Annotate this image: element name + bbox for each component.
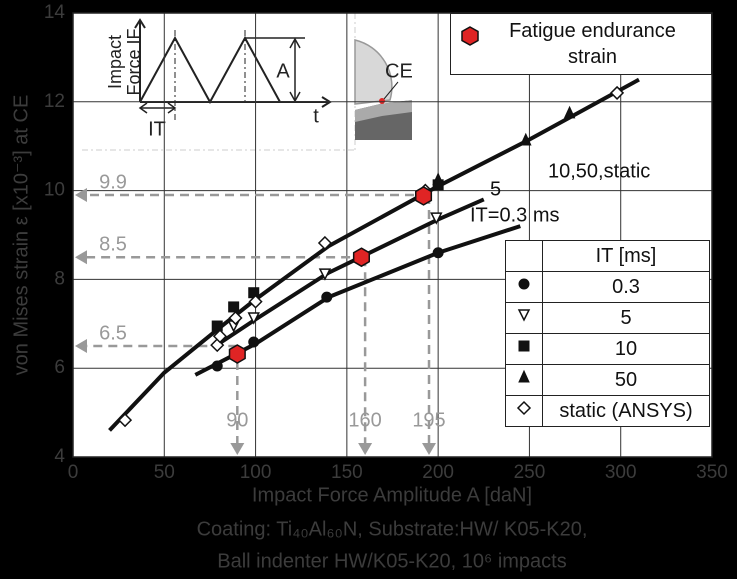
fit-label: IT=0.3 ms (470, 204, 559, 226)
marker (518, 340, 530, 352)
y-tick-label: 4 (54, 446, 65, 467)
y-tick-label: 10 (44, 180, 65, 201)
legend-row: 50 (505, 364, 710, 396)
legend-swatch-cell (505, 395, 543, 427)
plot-frame (72, 12, 713, 458)
x-tick-label: 150 (331, 462, 363, 483)
marker (432, 247, 444, 259)
guide-arrow (75, 188, 87, 203)
legend-swatch (518, 278, 530, 290)
y-axis-label: von Mises strain ε [x10⁻³] at CE (10, 95, 32, 376)
legend-swatch (517, 309, 531, 322)
marker (517, 309, 531, 322)
legend-label: 50 (542, 364, 710, 396)
legend-row: 10 (505, 333, 710, 365)
marker (317, 235, 333, 251)
marker (247, 312, 260, 325)
marker (610, 85, 625, 100)
marker (318, 268, 332, 281)
legend-row: static (ANSYS) (505, 395, 710, 427)
guide-arrow (230, 443, 245, 455)
legend-table: IT [ms] 0.3 5 10 50 static (ANSYS) (505, 240, 710, 427)
y-tick-label: 8 (54, 268, 65, 289)
marker (321, 291, 333, 303)
marker (518, 369, 530, 383)
marker (117, 413, 133, 428)
marker (518, 278, 530, 290)
marker (228, 310, 243, 326)
legend-swatch (461, 26, 479, 46)
x-tick-label: 350 (696, 462, 728, 483)
legend-label: 5 (542, 302, 710, 334)
marker (248, 294, 263, 309)
legend-swatch (518, 369, 530, 383)
fit-label: 10,50,static (548, 160, 650, 182)
legend: IT [ms] 0.3 5 10 50 static (ANSYS) (505, 240, 710, 427)
x-tick-label: 50 (154, 462, 175, 483)
guide-arrow (358, 443, 373, 455)
caption: Coating: Ti₄₀Al₆₀N, Substrate:HW/ K05-K2… (197, 518, 588, 540)
x-tick-label: 100 (240, 462, 272, 483)
marker (248, 336, 260, 348)
marker (211, 320, 223, 332)
marker (432, 172, 444, 185)
fit-line (108, 77, 640, 432)
guide-arrow (75, 339, 87, 353)
guide-arrow (75, 250, 87, 265)
inset-ylabel: Force IF (124, 28, 144, 95)
legend-swatch (518, 340, 530, 352)
guide-arrow (422, 443, 437, 455)
marker (516, 400, 532, 416)
inset-ce: CE (385, 60, 413, 82)
legend-label: 0.3 (542, 271, 710, 303)
legend-title: IT [ms] (542, 240, 710, 272)
y-tick-label: 14 (44, 2, 66, 23)
legend-label: Fatigue endurance strain (509, 20, 676, 68)
legend-swatch-cell (505, 271, 543, 303)
inset-ylabel: Impact (105, 35, 125, 89)
x-axis-label: Impact Force Amplitude A [daN] (252, 484, 532, 506)
legend-label: 10 (542, 333, 710, 365)
x-tick-label: 200 (422, 462, 454, 483)
endurance-marker (228, 344, 246, 364)
endurance-marker (414, 186, 433, 206)
marker (563, 105, 576, 119)
marker (228, 301, 240, 313)
guide-y-label: 9.9 (99, 171, 127, 193)
marker (520, 132, 532, 146)
legend-swatch-cell (505, 302, 543, 334)
legend-swatch (516, 400, 532, 416)
endurance-marker (352, 247, 371, 268)
fit-label: 5 (490, 178, 501, 200)
x-tick-label: 250 (514, 462, 546, 483)
inset-a: A (276, 60, 290, 82)
legend-row: 5 (505, 302, 710, 334)
legend-row: 0.3 (505, 271, 710, 303)
legend-label: static (ANSYS) (542, 395, 710, 427)
guide-x-label: 160 (348, 409, 381, 431)
marker (211, 360, 223, 372)
guide-y-label: 6.5 (99, 322, 127, 344)
legend-swatch-cell (505, 364, 543, 396)
x-tick-label: 0 (68, 462, 79, 483)
guide-x-label: 195 (412, 409, 445, 431)
y-tick-label: 6 (54, 357, 65, 378)
guide-y-label: 8.5 (99, 233, 127, 255)
inset-it: IT (148, 118, 166, 140)
marker (212, 329, 228, 344)
marker (430, 212, 443, 225)
inset-t: t (313, 105, 319, 127)
caption: Ball indenter HW/K05-K20, 10⁶ impacts (217, 550, 567, 572)
y-tick-label: 12 (44, 91, 65, 112)
x-tick-label: 300 (605, 462, 637, 483)
legend-endurance: Fatigue endurance strain (450, 13, 712, 75)
legend-swatch-cell (505, 333, 543, 365)
guide-x-label: 90 (226, 409, 248, 431)
